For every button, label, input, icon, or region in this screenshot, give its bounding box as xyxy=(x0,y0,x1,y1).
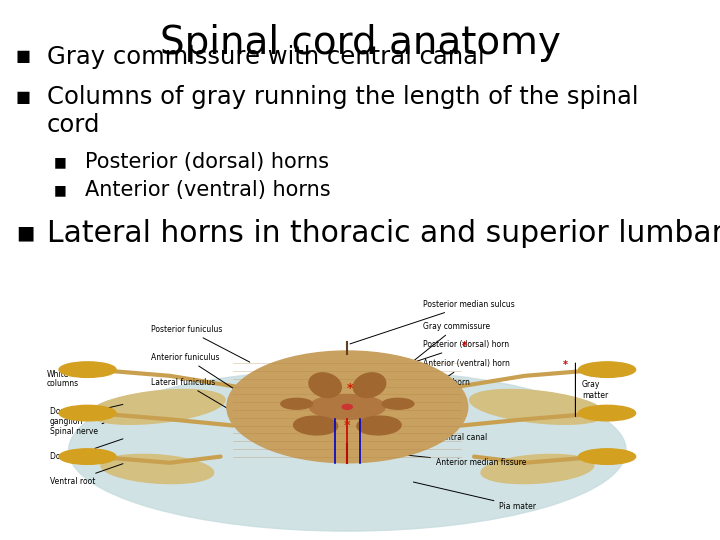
Text: Lateral horns in thoracic and superior lumbar cord: Lateral horns in thoracic and superior l… xyxy=(47,219,720,248)
Text: Posterior median sulcus: Posterior median sulcus xyxy=(350,300,515,344)
Text: ■: ■ xyxy=(16,224,34,243)
Text: Lateral horn: Lateral horn xyxy=(400,377,470,403)
Text: Anterior (ventral) horn: Anterior (ventral) horn xyxy=(387,359,510,418)
Text: White—: White— xyxy=(46,370,76,379)
Ellipse shape xyxy=(579,406,636,421)
Text: Dorsal root: Dorsal root xyxy=(50,439,123,461)
Text: Central canal: Central canal xyxy=(356,408,487,442)
Text: Gray commissure with central canal: Gray commissure with central canal xyxy=(47,45,485,69)
Ellipse shape xyxy=(89,389,225,424)
Text: Gray commissure: Gray commissure xyxy=(362,322,490,402)
Text: ■: ■ xyxy=(16,90,31,105)
Text: *: * xyxy=(347,382,354,395)
Ellipse shape xyxy=(481,454,594,484)
Ellipse shape xyxy=(579,449,636,464)
Ellipse shape xyxy=(579,362,636,377)
Text: cord: cord xyxy=(47,113,100,137)
Text: Lateral funiculus: Lateral funiculus xyxy=(151,377,243,418)
Circle shape xyxy=(342,404,352,409)
Ellipse shape xyxy=(101,454,214,484)
Text: Gray
matter: Gray matter xyxy=(582,380,608,400)
Text: Dorsal root
ganglion: Dorsal root ganglion xyxy=(50,404,123,426)
Text: Spinal nerve: Spinal nerve xyxy=(50,423,104,436)
Text: Pia mater: Pia mater xyxy=(413,482,536,511)
Text: Anterior funiculus: Anterior funiculus xyxy=(151,353,250,399)
Text: *: * xyxy=(563,360,568,370)
Text: ■: ■ xyxy=(54,155,67,169)
Ellipse shape xyxy=(357,416,401,435)
Ellipse shape xyxy=(310,394,385,419)
Text: Columns of gray running the length of the spinal: Columns of gray running the length of th… xyxy=(47,85,639,109)
Text: Spinal cord anatomy: Spinal cord anatomy xyxy=(160,24,560,62)
Text: ■: ■ xyxy=(54,183,67,197)
Ellipse shape xyxy=(59,406,116,421)
Text: *: * xyxy=(344,419,351,432)
Text: Ventral root: Ventral root xyxy=(50,464,123,486)
Text: Posterior (dorsal) horn: Posterior (dorsal) horn xyxy=(375,340,510,375)
Text: ■: ■ xyxy=(16,49,31,64)
Ellipse shape xyxy=(59,362,116,377)
Text: *: * xyxy=(462,341,467,352)
Ellipse shape xyxy=(469,389,606,424)
Ellipse shape xyxy=(59,449,116,464)
Text: Posterior funiculus: Posterior funiculus xyxy=(151,325,250,362)
Ellipse shape xyxy=(281,399,312,409)
Text: Anterior (ventral) horns: Anterior (ventral) horns xyxy=(85,180,337,200)
Ellipse shape xyxy=(382,399,414,409)
Ellipse shape xyxy=(294,416,338,435)
Ellipse shape xyxy=(68,369,626,531)
Ellipse shape xyxy=(309,373,341,397)
Ellipse shape xyxy=(227,351,468,463)
Ellipse shape xyxy=(354,373,386,397)
Text: Anterior median fissure: Anterior median fissure xyxy=(363,451,526,467)
Text: columns: columns xyxy=(46,379,78,388)
Text: Posterior (dorsal) horns: Posterior (dorsal) horns xyxy=(85,152,336,172)
